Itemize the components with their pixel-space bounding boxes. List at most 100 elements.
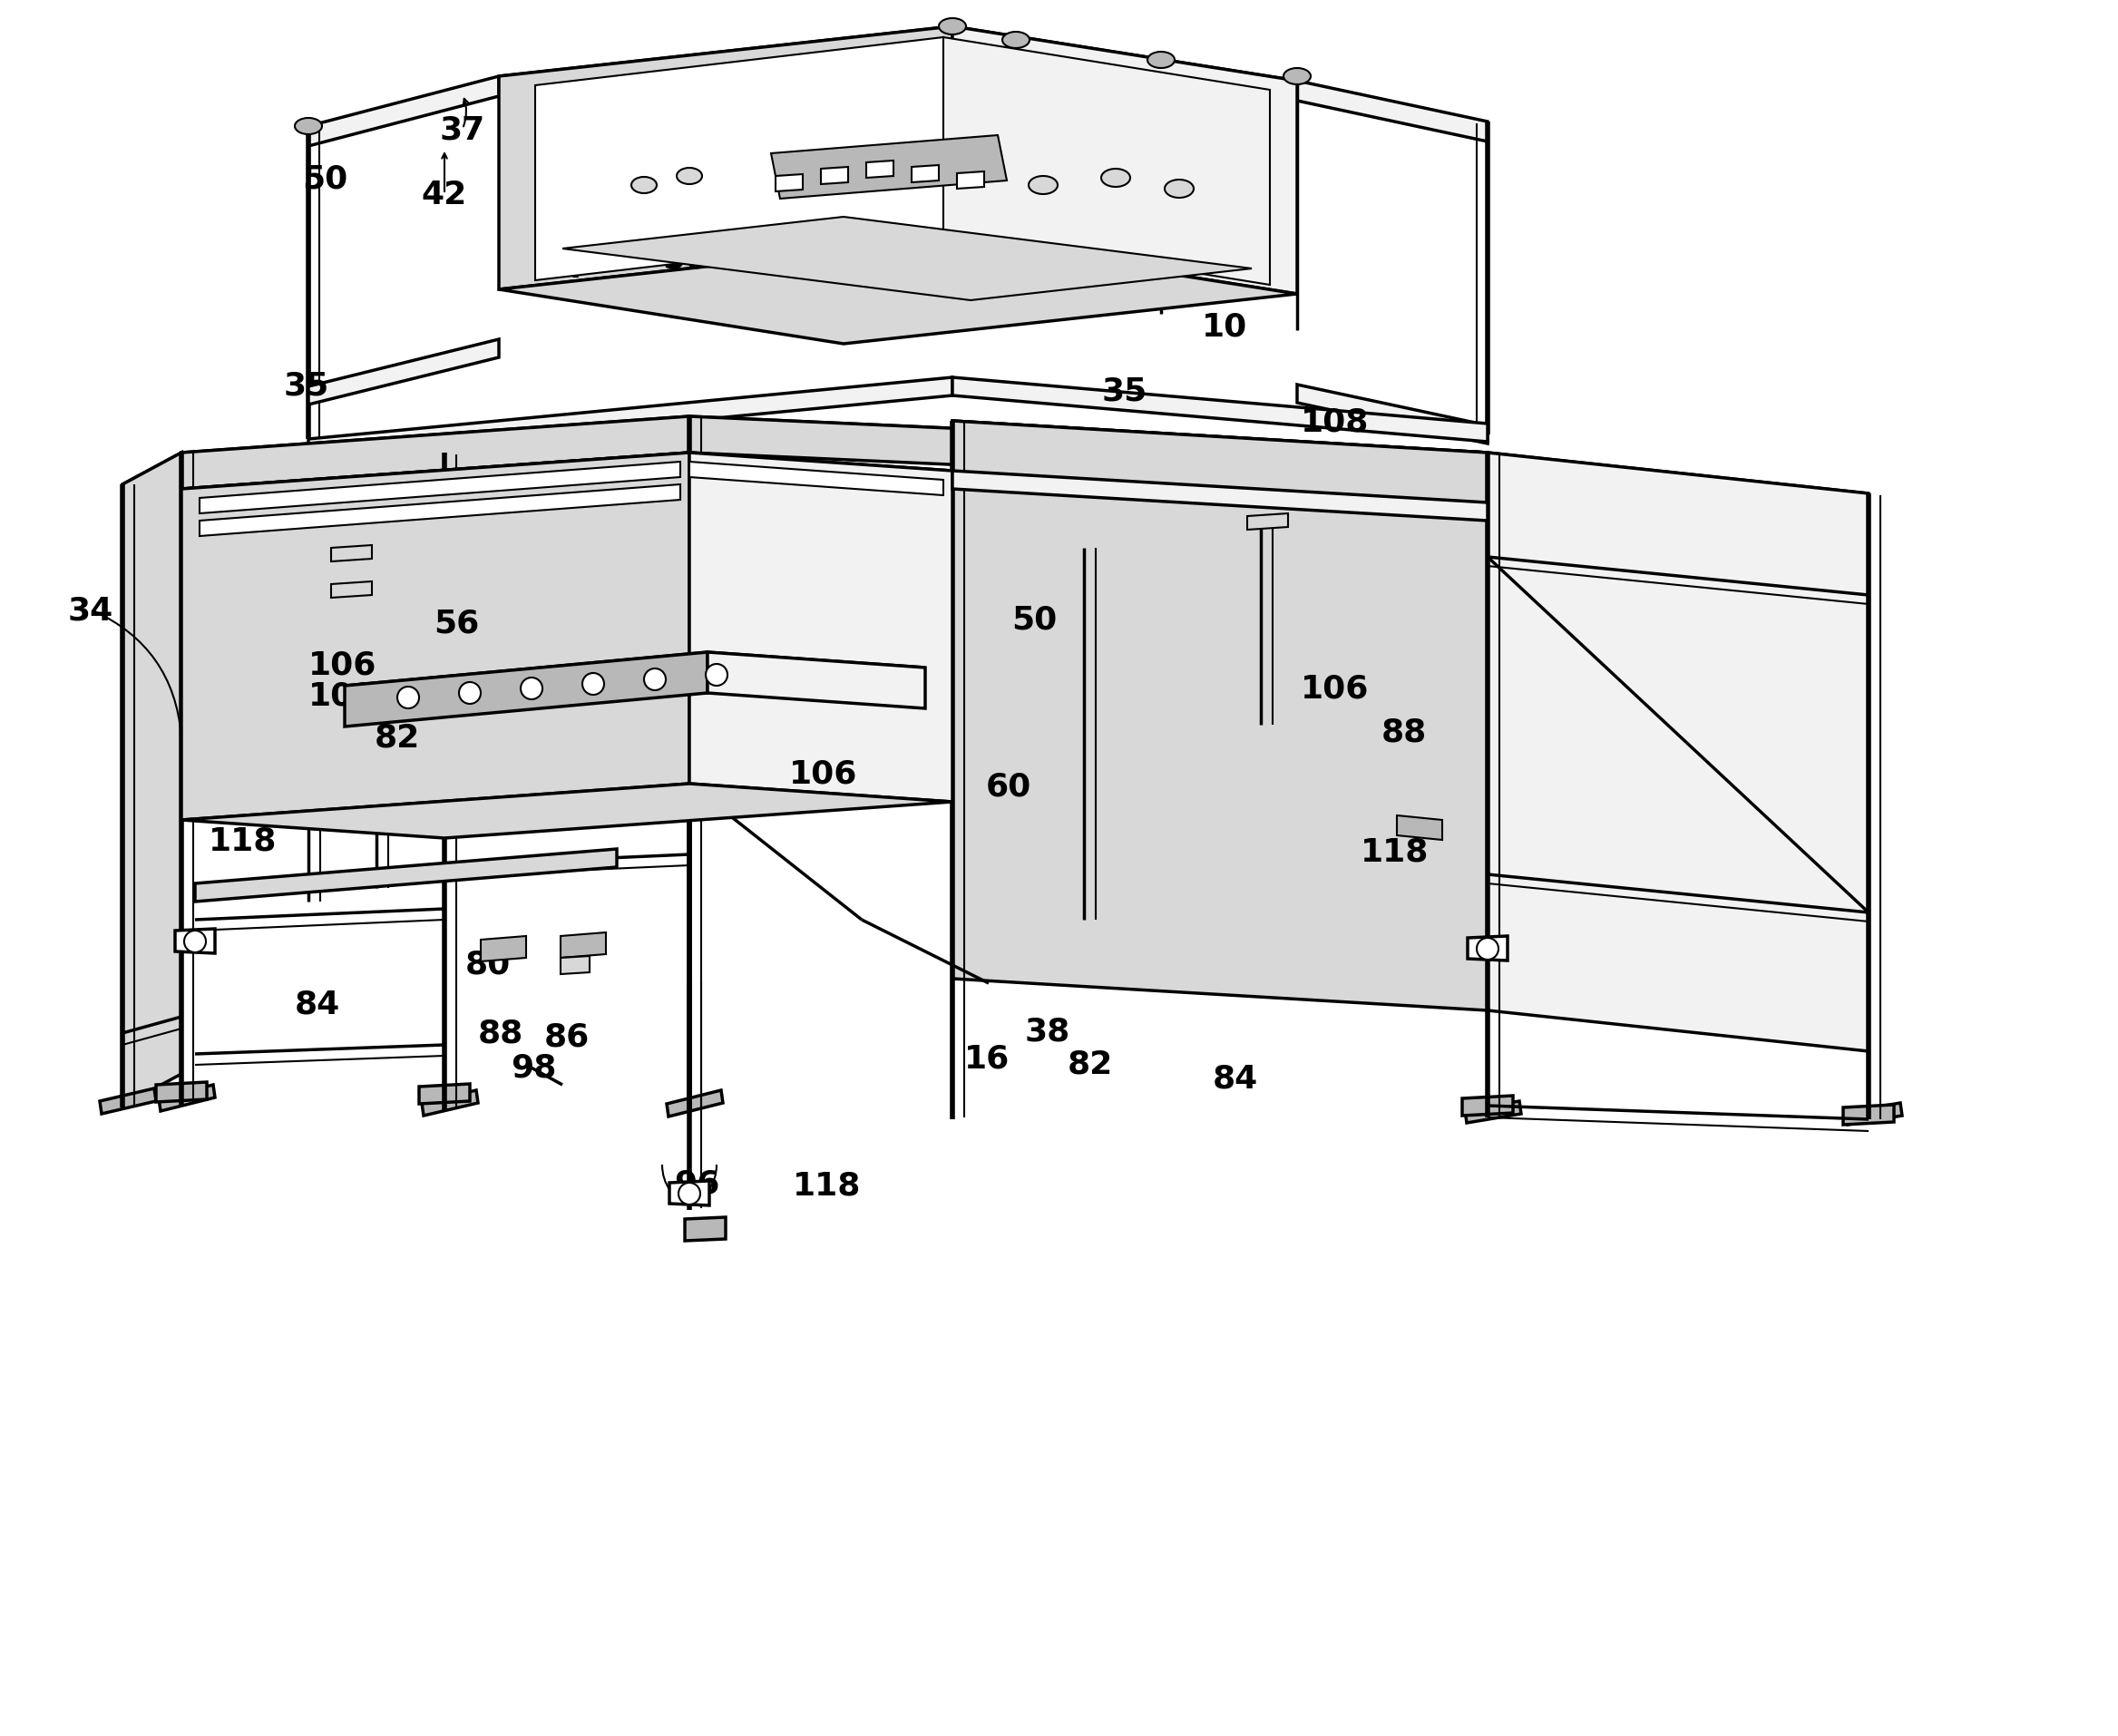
Circle shape: [398, 687, 419, 708]
Text: 118: 118: [210, 825, 277, 856]
Text: 35: 35: [1101, 377, 1148, 406]
Text: 118: 118: [1362, 837, 1430, 868]
Text: 54: 54: [538, 252, 582, 283]
Polygon shape: [911, 167, 938, 182]
Polygon shape: [182, 417, 688, 490]
Text: 37: 37: [441, 115, 485, 146]
Polygon shape: [1398, 816, 1442, 840]
Polygon shape: [500, 28, 1296, 132]
Polygon shape: [123, 453, 182, 1106]
Polygon shape: [866, 161, 894, 179]
Text: 56: 56: [434, 608, 479, 639]
Polygon shape: [309, 340, 500, 404]
Ellipse shape: [1101, 170, 1131, 187]
Polygon shape: [775, 175, 803, 193]
Ellipse shape: [1148, 52, 1175, 69]
Ellipse shape: [631, 177, 657, 194]
Text: 108: 108: [1300, 406, 1370, 437]
Polygon shape: [182, 417, 688, 476]
Polygon shape: [771, 135, 1006, 200]
Ellipse shape: [938, 19, 966, 35]
Circle shape: [678, 1182, 701, 1205]
Text: 48: 48: [1004, 94, 1051, 125]
Polygon shape: [536, 38, 943, 281]
Text: 96: 96: [674, 1168, 720, 1198]
Text: 42: 42: [866, 161, 911, 193]
Polygon shape: [419, 1085, 470, 1104]
Polygon shape: [1296, 385, 1487, 444]
Polygon shape: [943, 38, 1271, 285]
Polygon shape: [309, 378, 953, 458]
Text: 98: 98: [510, 1052, 557, 1082]
Text: 50: 50: [1220, 144, 1264, 174]
Text: 50: 50: [1010, 604, 1057, 635]
Polygon shape: [953, 422, 1868, 495]
Polygon shape: [957, 172, 985, 189]
Text: 50: 50: [875, 90, 921, 122]
Text: 84: 84: [294, 988, 341, 1019]
Polygon shape: [182, 785, 953, 838]
Text: 106: 106: [309, 649, 377, 681]
Ellipse shape: [676, 168, 701, 186]
Text: 88: 88: [479, 1017, 523, 1049]
Polygon shape: [953, 458, 1487, 512]
Polygon shape: [1468, 936, 1508, 962]
Circle shape: [582, 674, 604, 696]
Polygon shape: [707, 653, 926, 708]
Polygon shape: [195, 849, 616, 903]
Text: 58: 58: [538, 677, 582, 707]
Text: 108: 108: [309, 681, 377, 710]
Polygon shape: [953, 422, 1487, 476]
Ellipse shape: [1165, 181, 1195, 198]
Polygon shape: [684, 1217, 726, 1241]
Text: 106: 106: [1300, 674, 1370, 705]
Text: 82: 82: [1067, 1049, 1114, 1078]
Polygon shape: [561, 957, 589, 974]
Polygon shape: [1466, 1101, 1521, 1123]
Polygon shape: [182, 453, 953, 507]
Polygon shape: [688, 417, 1487, 490]
Polygon shape: [500, 28, 953, 290]
Text: 34: 34: [68, 595, 114, 625]
Text: 60: 60: [985, 771, 1031, 802]
Polygon shape: [953, 422, 1487, 1010]
Polygon shape: [159, 1085, 214, 1111]
Ellipse shape: [1284, 69, 1311, 85]
Text: 84: 84: [1214, 1064, 1258, 1094]
Polygon shape: [1847, 1104, 1902, 1125]
Polygon shape: [500, 240, 1296, 344]
Polygon shape: [1461, 1095, 1512, 1116]
Circle shape: [644, 668, 665, 691]
Ellipse shape: [294, 118, 322, 135]
Polygon shape: [667, 1090, 722, 1116]
Text: 10: 10: [1201, 311, 1248, 342]
Polygon shape: [123, 453, 182, 505]
Polygon shape: [688, 462, 943, 496]
Polygon shape: [309, 76, 500, 148]
Polygon shape: [199, 484, 680, 536]
Polygon shape: [157, 1082, 208, 1102]
Text: 54: 54: [1042, 125, 1089, 156]
Polygon shape: [953, 472, 1487, 521]
Polygon shape: [688, 453, 953, 802]
Polygon shape: [421, 1090, 479, 1116]
Polygon shape: [953, 378, 1487, 443]
Polygon shape: [345, 653, 707, 727]
Polygon shape: [669, 1180, 710, 1207]
Text: 50: 50: [663, 243, 707, 274]
Polygon shape: [1487, 453, 1868, 1052]
Polygon shape: [182, 453, 688, 821]
Circle shape: [705, 665, 726, 686]
Polygon shape: [330, 545, 373, 562]
Ellipse shape: [1002, 33, 1029, 49]
Circle shape: [184, 930, 205, 953]
Polygon shape: [688, 417, 1487, 476]
Text: 82: 82: [375, 722, 419, 752]
Text: 88: 88: [1381, 717, 1428, 746]
Text: 38: 38: [1025, 1016, 1070, 1047]
Polygon shape: [176, 929, 214, 953]
Polygon shape: [1296, 82, 1487, 142]
Polygon shape: [100, 1088, 157, 1115]
Circle shape: [1476, 937, 1497, 960]
Text: 118: 118: [792, 1170, 862, 1201]
